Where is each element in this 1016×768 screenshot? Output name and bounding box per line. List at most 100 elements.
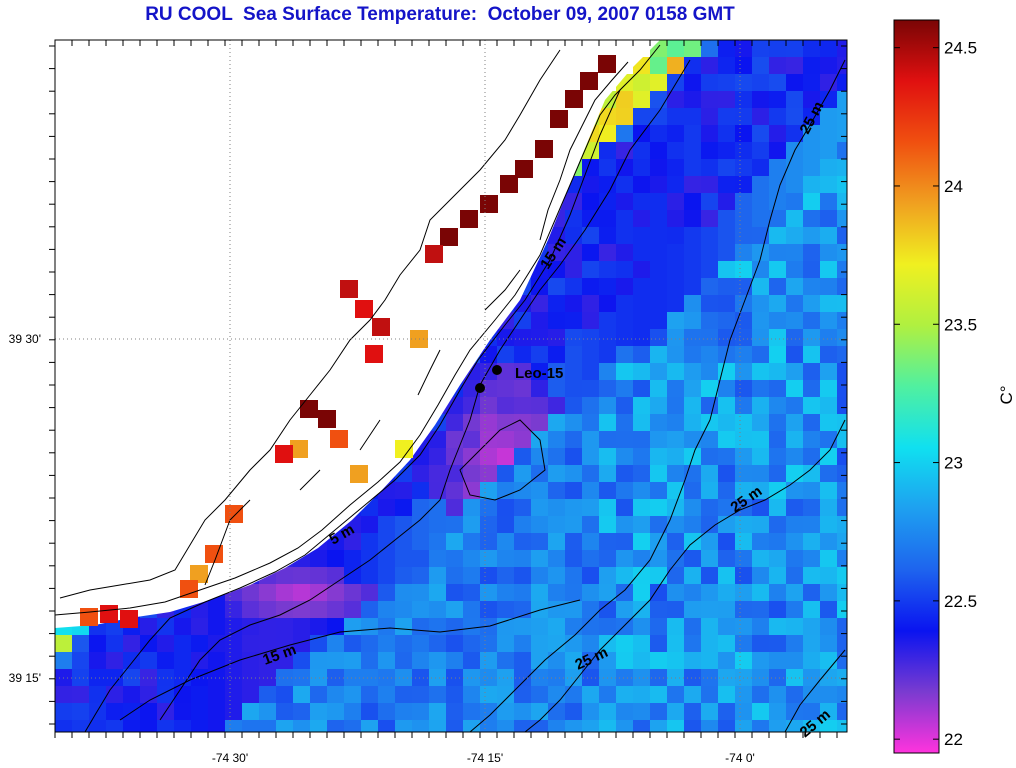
sst-pixel <box>735 448 753 466</box>
sst-pixel <box>803 448 821 466</box>
bay-pixel <box>120 610 138 628</box>
sst-pixel <box>412 465 430 483</box>
sst-pixel <box>650 686 668 704</box>
lat-tick-label: 39 30' <box>9 332 41 346</box>
sst-pixel <box>837 635 847 653</box>
sst-pixel <box>616 601 634 619</box>
sst-pixel <box>514 584 532 602</box>
sst-pixel <box>650 227 668 245</box>
sst-pixel <box>667 482 685 500</box>
sst-pixel <box>599 295 617 313</box>
sst-pixel <box>548 601 566 619</box>
sst-pixel <box>514 431 532 449</box>
sst-pixel <box>650 108 668 126</box>
sst-pixel <box>701 193 719 211</box>
sst-pixel <box>344 720 362 732</box>
sst-pixel <box>820 703 838 721</box>
depth-contour-25m-southeast <box>784 649 846 732</box>
sst-pixel <box>820 346 838 364</box>
sst-pixel <box>361 618 379 636</box>
sst-pixel <box>616 584 634 602</box>
sst-pixel <box>446 601 464 619</box>
sst-pixel <box>514 380 532 398</box>
sst-pixel <box>344 550 362 568</box>
sst-pixel <box>633 652 651 670</box>
sst-pixel <box>803 618 821 636</box>
sst-pixel <box>616 618 634 636</box>
sst-pixel <box>531 567 549 585</box>
sst-pixel <box>582 618 600 636</box>
sst-pixel <box>310 601 328 619</box>
sst-pixel <box>786 244 804 262</box>
sst-pixel <box>446 533 464 551</box>
sst-pixel <box>446 431 464 449</box>
sst-pixel <box>684 635 702 653</box>
sst-pixel <box>582 159 600 177</box>
sst-pixel <box>599 431 617 449</box>
sst-pixel <box>803 40 821 58</box>
sst-pixel <box>650 584 668 602</box>
sst-pixel <box>582 193 600 211</box>
sst-pixel <box>174 686 192 704</box>
sst-pixel <box>667 448 685 466</box>
sst-pixel <box>497 533 515 551</box>
sst-pixel <box>820 533 838 551</box>
coastline <box>55 44 661 616</box>
sst-pixel <box>463 380 481 398</box>
sst-pixel <box>735 57 753 75</box>
sst-pixel <box>718 40 736 58</box>
sst-pixel <box>752 380 770 398</box>
sst-pixel <box>718 57 736 75</box>
sst-pixel <box>429 482 447 500</box>
sst-pixel <box>565 227 583 245</box>
sst-pixel <box>684 652 702 670</box>
sst-pixel <box>701 703 719 721</box>
sst-pixel <box>514 329 532 347</box>
sst-pixel <box>378 516 396 534</box>
sst-pixel <box>361 584 379 602</box>
sst-pixel <box>803 720 821 732</box>
lon-tick-label: -74 30' <box>212 751 248 765</box>
sst-pixel <box>191 635 209 653</box>
sst-pixel <box>667 295 685 313</box>
sst-pixel <box>633 261 651 279</box>
sst-pixel <box>548 516 566 534</box>
sst-pixel <box>633 448 651 466</box>
sst-pixel <box>718 363 736 381</box>
sst-pixel <box>752 601 770 619</box>
sst-pixel <box>514 550 532 568</box>
sst-pixel <box>565 448 583 466</box>
sst-pixel <box>157 635 175 653</box>
sst-pixel <box>650 516 668 534</box>
sst-pixel <box>565 210 583 228</box>
sst-pixel <box>616 193 634 211</box>
sst-pixel <box>718 159 736 177</box>
sst-pixel <box>310 669 328 687</box>
sst-pixel <box>769 397 787 415</box>
sst-pixel <box>582 499 600 517</box>
sst-pixel <box>327 601 345 619</box>
sst-pixel <box>463 448 481 466</box>
bay-pixel <box>440 228 458 246</box>
sst-pixel <box>701 125 719 143</box>
sst-pixel <box>446 669 464 687</box>
sst-pixel <box>820 652 838 670</box>
sst-pixel <box>565 618 583 636</box>
sst-pixel <box>667 652 685 670</box>
sst-pixel <box>599 210 617 228</box>
sst-pixel <box>752 652 770 670</box>
sst-pixel <box>242 703 260 721</box>
sst-pixel <box>599 635 617 653</box>
sst-pixel <box>582 465 600 483</box>
sst-pixel <box>735 550 753 568</box>
sst-pixel <box>820 550 838 568</box>
sst-pixel <box>735 210 753 228</box>
sst-pixel <box>616 363 634 381</box>
sst-pixel <box>497 601 515 619</box>
sst-pixel <box>735 74 753 92</box>
sst-pixel <box>582 601 600 619</box>
sst-pixel <box>497 346 515 364</box>
sst-pixel <box>735 686 753 704</box>
sst-pixel <box>769 380 787 398</box>
sst-pixel <box>616 210 634 228</box>
